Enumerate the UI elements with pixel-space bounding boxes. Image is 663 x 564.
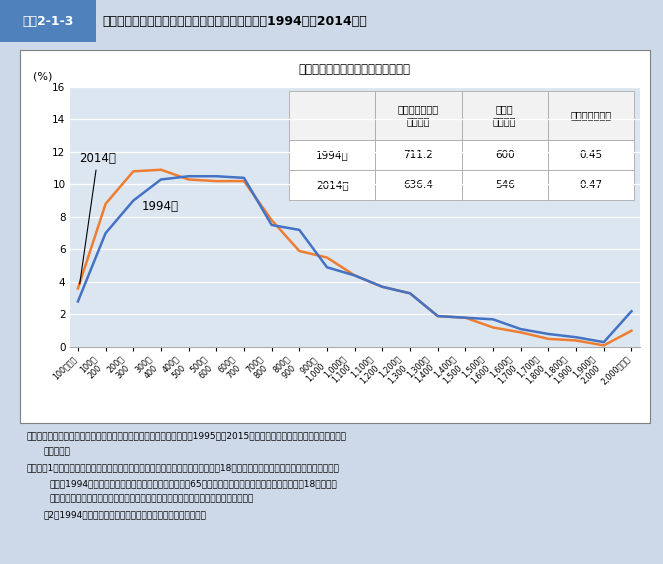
Text: 資料：厉生労働省政策統括官付世帯統計室　「国民生活基礎調査」（1995年、2015年）より厉生労働省政策統括官付政策評: 資料：厉生労働省政策統括官付世帯統計室 「国民生活基礎調査」（1995年、201… bbox=[27, 431, 347, 440]
Text: 高齢者世帯以外の世帯　世帯総所得金額の動向（1994年、2014年）: 高齢者世帯以外の世帯 世帯総所得金額の動向（1994年、2014年） bbox=[103, 15, 367, 28]
Bar bbox=[0, 0, 96, 42]
Text: だし、1994年の数値については、「高齢者世帯」を「65歳以上の者のみで構成するか、又はこれに18歳未満の: だし、1994年の数値については、「高齢者世帯」を「65歳以上の者のみで構成する… bbox=[50, 479, 337, 488]
Text: (%): (%) bbox=[32, 72, 52, 82]
Text: 2．1994年の数値については、兵庫県を除いたものである。: 2．1994年の数値については、兵庫県を除いたものである。 bbox=[43, 510, 206, 519]
Text: 所得金額階級別世帯の相対度数分布: 所得金額階級別世帯の相対度数分布 bbox=[299, 63, 410, 76]
Text: 2014年: 2014年 bbox=[80, 152, 116, 284]
Bar bbox=[20, 50, 650, 423]
Text: 1994年: 1994年 bbox=[136, 199, 178, 213]
Text: （注）　1．「高齢者世帯」は、６５歳以上の者のみで構成するか、又はこれに18歳未満の未婚の子が加わった世帯をいう。た: （注） 1．「高齢者世帯」は、６５歳以上の者のみで構成するか、又はこれに18歳未… bbox=[27, 463, 339, 472]
Text: 図表2-1-3: 図表2-1-3 bbox=[23, 15, 74, 28]
Text: 価官室作成: 価官室作成 bbox=[43, 447, 70, 456]
Text: 者が加わった世帯」とし、「高齢者世帯以外の世帯」はこれ以外の世帯として集計。: 者が加わった世帯」とし、「高齢者世帯以外の世帯」はこれ以外の世帯として集計。 bbox=[50, 495, 254, 504]
